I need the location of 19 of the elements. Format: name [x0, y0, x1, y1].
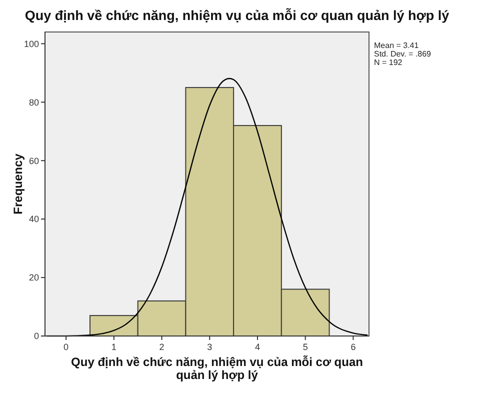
y-tick-label: 60: [28, 156, 39, 166]
y-tick-label: 80: [28, 97, 39, 108]
text: Mean = 3.41: [374, 41, 420, 50]
y-tick-label: 40: [28, 214, 39, 224]
x-tick-label: 5: [302, 342, 308, 352]
x-tick-label: 4: [254, 342, 260, 352]
x-axis-title: Quy định về chức năng, nhiệm vụ của mỗi cơ quan quản lý hợp lý: [71, 355, 363, 382]
y-axis-title: Frequency: [11, 153, 25, 214]
text: Std. Dev. = .869: [374, 50, 432, 58]
text: N = 192: [374, 58, 403, 67]
chart-title: Quy định về chức năng, nhiệm vụ của mỗi cơ quan quản lý hợp lý: [24, 8, 450, 23]
y-tick-label: 0: [34, 331, 39, 342]
x-tick-label: 1: [111, 342, 116, 352]
y-tick-label: 20: [28, 272, 39, 283]
y-tick-label: 100: [24, 38, 39, 49]
x-tick-label: 2: [159, 342, 164, 352]
x-tick-label: 0: [64, 342, 69, 352]
x-tick-label: 3: [207, 342, 212, 352]
x-tick-label: 6: [350, 342, 356, 352]
